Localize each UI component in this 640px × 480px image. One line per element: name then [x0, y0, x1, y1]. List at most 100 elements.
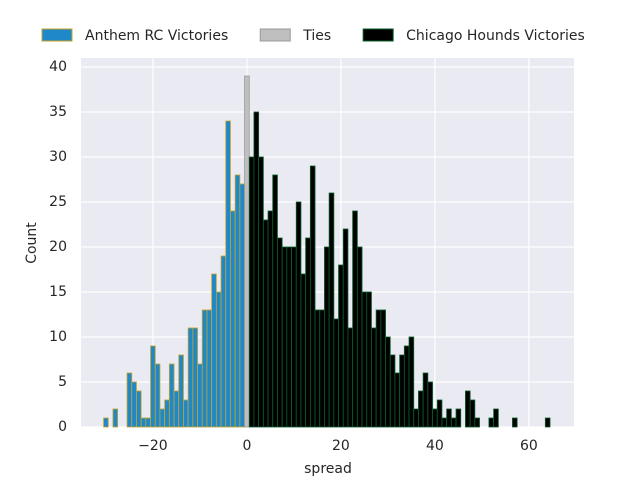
bar	[356, 246, 363, 428]
bar	[436, 399, 443, 428]
bar	[305, 237, 311, 428]
bar	[465, 390, 471, 428]
bar	[375, 309, 382, 428]
bar	[164, 399, 170, 428]
bar	[187, 327, 194, 428]
y-tick-label: 15	[49, 284, 67, 300]
bar	[183, 399, 189, 428]
bar	[413, 408, 419, 428]
bar	[309, 165, 316, 428]
bar	[197, 363, 203, 428]
y-tick-label: 25	[49, 194, 67, 210]
bar	[281, 246, 288, 428]
x-tick-label: 40	[426, 438, 444, 454]
bar	[112, 408, 119, 428]
x-tick-label: 20	[332, 438, 350, 454]
bar	[450, 417, 457, 428]
bar	[394, 372, 401, 428]
bar	[314, 309, 321, 428]
bar	[328, 192, 335, 428]
legend-label: Anthem RC Victories	[85, 28, 228, 44]
x-tick-label: 60	[520, 438, 538, 454]
bar	[488, 417, 495, 428]
bar	[347, 327, 354, 428]
bar	[126, 372, 133, 428]
bar	[399, 354, 405, 428]
bar	[333, 318, 339, 428]
bar	[295, 201, 302, 428]
bar	[225, 120, 231, 428]
bar	[220, 255, 227, 428]
bar	[150, 345, 156, 428]
legend-label: Ties	[302, 28, 331, 44]
legend: Anthem RC Victories Ties Chicago Hounds Vi…	[41, 28, 585, 44]
y-tick-label: 30	[49, 149, 67, 165]
bar	[361, 291, 368, 428]
bar	[422, 372, 429, 428]
bar	[291, 246, 297, 428]
bar	[244, 75, 250, 428]
y-axis-label: Count	[24, 222, 40, 264]
bar	[262, 219, 269, 428]
bar	[455, 408, 462, 428]
bar	[267, 210, 274, 428]
bar	[408, 336, 415, 428]
bar	[385, 336, 391, 428]
bar	[103, 417, 109, 428]
bar	[441, 417, 448, 428]
bar	[206, 309, 213, 428]
bar	[371, 327, 377, 428]
bar	[215, 291, 222, 428]
x-tick-label: 0	[242, 438, 251, 454]
y-tick-label: 10	[49, 329, 67, 345]
y-tick-label: 35	[49, 104, 67, 120]
bar	[544, 417, 551, 428]
bar	[469, 399, 476, 428]
bar	[342, 228, 349, 428]
legend-swatch	[41, 28, 73, 42]
bar	[380, 309, 386, 428]
bar	[145, 417, 151, 428]
bar	[192, 327, 198, 428]
bar	[418, 390, 424, 428]
y-tick-label: 5	[58, 374, 67, 390]
bar	[159, 408, 166, 428]
bars	[103, 75, 551, 428]
y-tick-label: 40	[49, 59, 67, 75]
bar	[131, 381, 137, 428]
bar	[234, 174, 241, 428]
bar	[300, 273, 307, 428]
bar	[211, 273, 217, 428]
bar	[140, 417, 147, 428]
bar	[338, 264, 344, 428]
bar	[352, 210, 358, 428]
bar	[493, 408, 499, 428]
bar	[178, 354, 184, 428]
bar	[136, 390, 142, 428]
bar	[173, 390, 180, 428]
bar	[277, 237, 283, 428]
bar	[272, 174, 278, 428]
bar	[403, 345, 410, 428]
bar	[446, 408, 452, 428]
bar	[258, 156, 264, 428]
bar	[512, 417, 518, 428]
x-axis-label: spread	[304, 461, 352, 477]
bar	[286, 246, 292, 428]
legend-swatch	[362, 28, 394, 42]
y-tick-label: 20	[49, 239, 67, 255]
x-tick-label: −20	[138, 438, 168, 454]
bar	[432, 408, 438, 428]
bar	[389, 354, 396, 428]
legend-swatch	[259, 28, 291, 42]
bar	[253, 111, 260, 428]
bar	[366, 291, 372, 428]
bar	[201, 309, 208, 428]
legend-label: Chicago Hounds Victories	[406, 28, 585, 44]
y-tick-label: 0	[58, 419, 67, 435]
bar	[154, 363, 161, 428]
bar	[239, 183, 245, 428]
bar	[474, 417, 480, 428]
bar	[248, 156, 255, 428]
